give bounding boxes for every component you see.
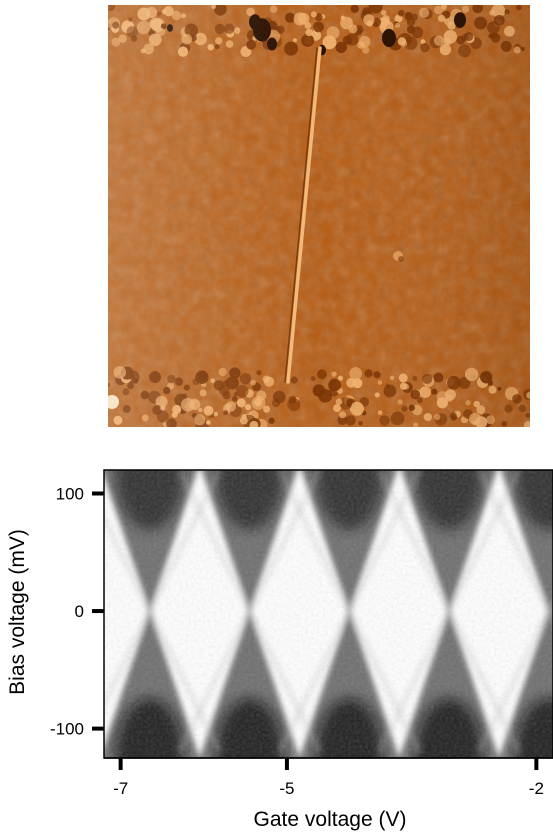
x-tick-label: -5: [279, 779, 294, 798]
x-tick-label: -2: [529, 779, 544, 798]
y-tick-label: 0: [75, 602, 84, 621]
heatmap-plot: [103, 469, 553, 759]
x-tick-label: -7: [113, 779, 128, 798]
afm-shading: [108, 5, 530, 427]
y-axis: 100 0 -100: [50, 485, 104, 739]
heatmap-grain: [104, 470, 553, 758]
y-axis-label: Bias voltage (mV): [6, 529, 29, 695]
y-tick-label: -100: [50, 720, 84, 739]
x-axis-label: Gate voltage (V): [254, 808, 407, 831]
afm-image: [108, 5, 530, 427]
x-axis: -7 -5 -2: [104, 757, 553, 798]
y-tick-label: 100: [56, 485, 84, 504]
